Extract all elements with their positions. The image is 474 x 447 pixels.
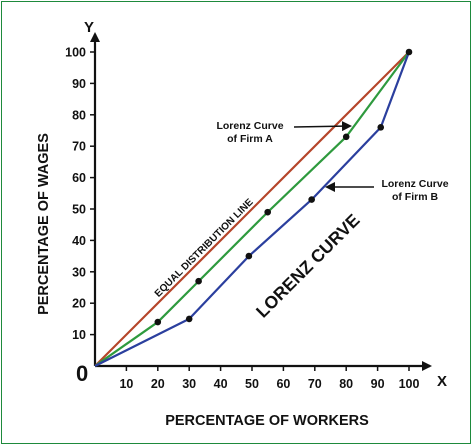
firm-b-lorenz-curve-point bbox=[377, 124, 385, 131]
y-tick-label: 60 bbox=[72, 171, 86, 185]
y-tick-label: 90 bbox=[72, 77, 86, 91]
y-tick-label: 40 bbox=[72, 234, 86, 248]
x-tick-label: 60 bbox=[276, 377, 290, 391]
firm-b-lorenz-curve-point bbox=[245, 252, 253, 260]
origin-label: 0 bbox=[76, 361, 88, 386]
firm-a-annotation-line1: Lorenz Curve bbox=[216, 120, 283, 132]
x-tick-label: 30 bbox=[182, 377, 196, 391]
equal-distribution-label: EQUAL DISTRIBUTION LINE bbox=[153, 197, 256, 300]
firm-b-annotation-line1: Lorenz Curve bbox=[381, 178, 448, 190]
x-tick-label: 10 bbox=[119, 377, 133, 391]
y-tick-label: 80 bbox=[72, 108, 86, 122]
firm-a-arrow bbox=[293, 121, 352, 132]
firm-a-lorenz-curve-point bbox=[154, 318, 162, 326]
firm-a-lorenz-curve-point bbox=[342, 133, 350, 141]
firm-b-lorenz-curve bbox=[94, 51, 411, 367]
y-axis-label: PERCENTAGE OF WAGES bbox=[36, 133, 52, 315]
firm-a-lorenz-curve bbox=[94, 51, 410, 367]
x-tick-label: 80 bbox=[339, 377, 353, 391]
lorenz-curve-label: LORENZ CURVE bbox=[252, 210, 364, 322]
y-tick-label: 70 bbox=[72, 140, 86, 154]
x-tick-label: 40 bbox=[214, 377, 228, 391]
x-tick-label: 50 bbox=[245, 377, 259, 391]
y-tick-label: 50 bbox=[72, 203, 86, 217]
y-axis-letter: Y bbox=[84, 19, 94, 36]
equal-distribution-line bbox=[94, 51, 410, 367]
firm-a-lorenz-curve-point bbox=[195, 277, 202, 285]
x-axis-label: PERCENTAGE OF WORKERS bbox=[165, 413, 369, 429]
y-tick-label: 30 bbox=[72, 265, 86, 279]
x-tick-label: 90 bbox=[371, 377, 385, 391]
firm-b-annotation-line2: of Firm B bbox=[392, 191, 438, 203]
firm-a-lorenz-curve-point bbox=[264, 208, 272, 216]
y-tick-label: 100 bbox=[65, 46, 86, 60]
x-tick-label: 100 bbox=[399, 377, 420, 391]
x-tick-label: 70 bbox=[308, 377, 322, 391]
x-tick-label: 20 bbox=[151, 377, 165, 391]
firm-b-lorenz-curve-point bbox=[308, 196, 315, 203]
y-tick-label: 10 bbox=[72, 328, 86, 342]
y-tick-label: 20 bbox=[72, 297, 86, 311]
firm-b-lorenz-curve-point bbox=[185, 315, 193, 323]
end-point bbox=[405, 48, 413, 56]
x-axis-letter: X bbox=[437, 373, 447, 390]
firm-a-annotation-line2: of Firm A bbox=[227, 133, 273, 145]
